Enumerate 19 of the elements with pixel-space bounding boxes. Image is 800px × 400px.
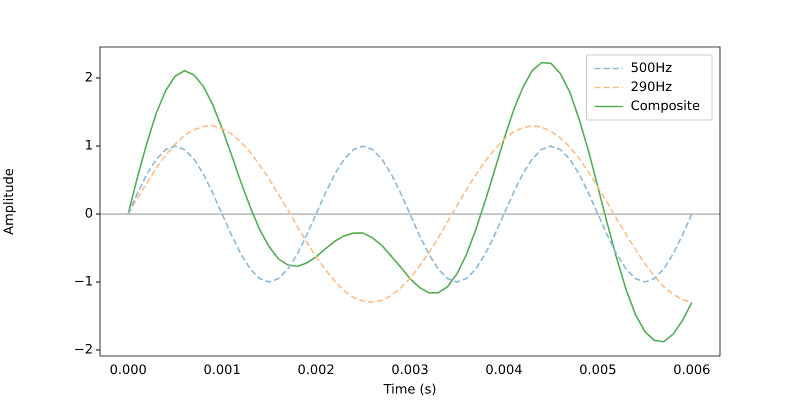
y-axis-title: Amplitude (2, 168, 18, 235)
x-tick-label: 0.001 (204, 363, 241, 378)
x-tick-label: 0.003 (391, 363, 429, 378)
x-tick-label: 0.002 (297, 363, 335, 378)
y-tick-label: 0 (84, 206, 93, 222)
y-tick-label: −2 (74, 342, 93, 358)
legend-label: 290Hz (630, 80, 672, 95)
line-series (127, 145, 693, 283)
line-series (127, 124, 693, 304)
y-tick-label: −1 (74, 274, 93, 290)
legend-label: Composite (630, 98, 700, 114)
x-tick-label: 0.004 (485, 363, 523, 378)
legend-label: 500Hz (630, 60, 672, 76)
y-tick-label: 2 (84, 70, 93, 86)
x-tick-label: 0.006 (673, 363, 710, 378)
y-tick-label: 1 (84, 138, 93, 154)
x-tick-label: 0.005 (579, 363, 616, 378)
x-axis-title: Time (s) (382, 382, 436, 398)
x-tick-label: 0.000 (110, 363, 147, 378)
